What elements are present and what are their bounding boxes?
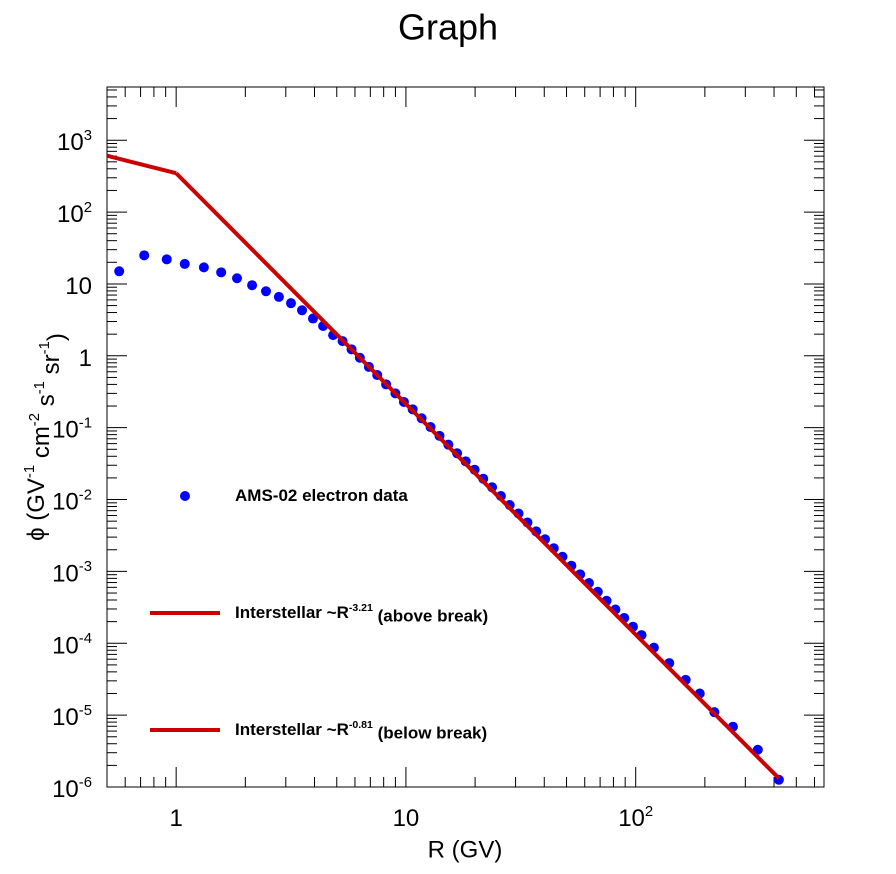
data-point — [297, 305, 308, 316]
legend-swatch — [180, 491, 190, 501]
plot-frame — [106, 86, 825, 788]
data-point — [139, 250, 150, 261]
y-tick-label: 1 — [79, 345, 92, 372]
y-tick-label: 10-4 — [52, 631, 92, 660]
y-tick-label: 10-5 — [52, 703, 92, 732]
legend-label: Interstellar ~R-0.81 (below break) — [235, 719, 487, 743]
data-point — [307, 313, 318, 324]
y-tick-label: 102 — [57, 200, 92, 229]
y-tick-label: 10 — [65, 273, 92, 300]
chart-title: Graph — [398, 7, 498, 48]
x-axis-label: R (GV) — [428, 836, 503, 863]
x-tick-label: 102 — [618, 804, 653, 833]
data-point — [179, 258, 190, 269]
y-tick-label: 103 — [57, 128, 92, 157]
data-point — [285, 298, 296, 309]
y-tick-label: 10-6 — [52, 775, 92, 804]
data-point — [260, 286, 271, 297]
legend-label: Interstellar ~R-3.21 (above break) — [235, 602, 488, 626]
line-series — [107, 153, 177, 176]
data-point — [198, 262, 209, 273]
data-point — [216, 267, 227, 278]
data-point — [232, 273, 243, 284]
y-tick-label: 10-2 — [52, 487, 92, 516]
y-tick-label: 10-3 — [52, 559, 92, 588]
data-point — [273, 291, 284, 302]
data-point — [161, 254, 172, 265]
data-point — [114, 266, 125, 277]
x-tick-label: 1 — [169, 805, 182, 832]
line-series — [174, 171, 781, 780]
y-axis-label: ϕ (GV-1 cm-2 s-1 sr-1) — [22, 333, 71, 541]
data-point — [247, 280, 258, 291]
y-tick-label: 10-1 — [52, 415, 92, 444]
legend-label: AMS-02 electron data — [235, 486, 408, 505]
x-tick-label: 10 — [393, 805, 420, 832]
